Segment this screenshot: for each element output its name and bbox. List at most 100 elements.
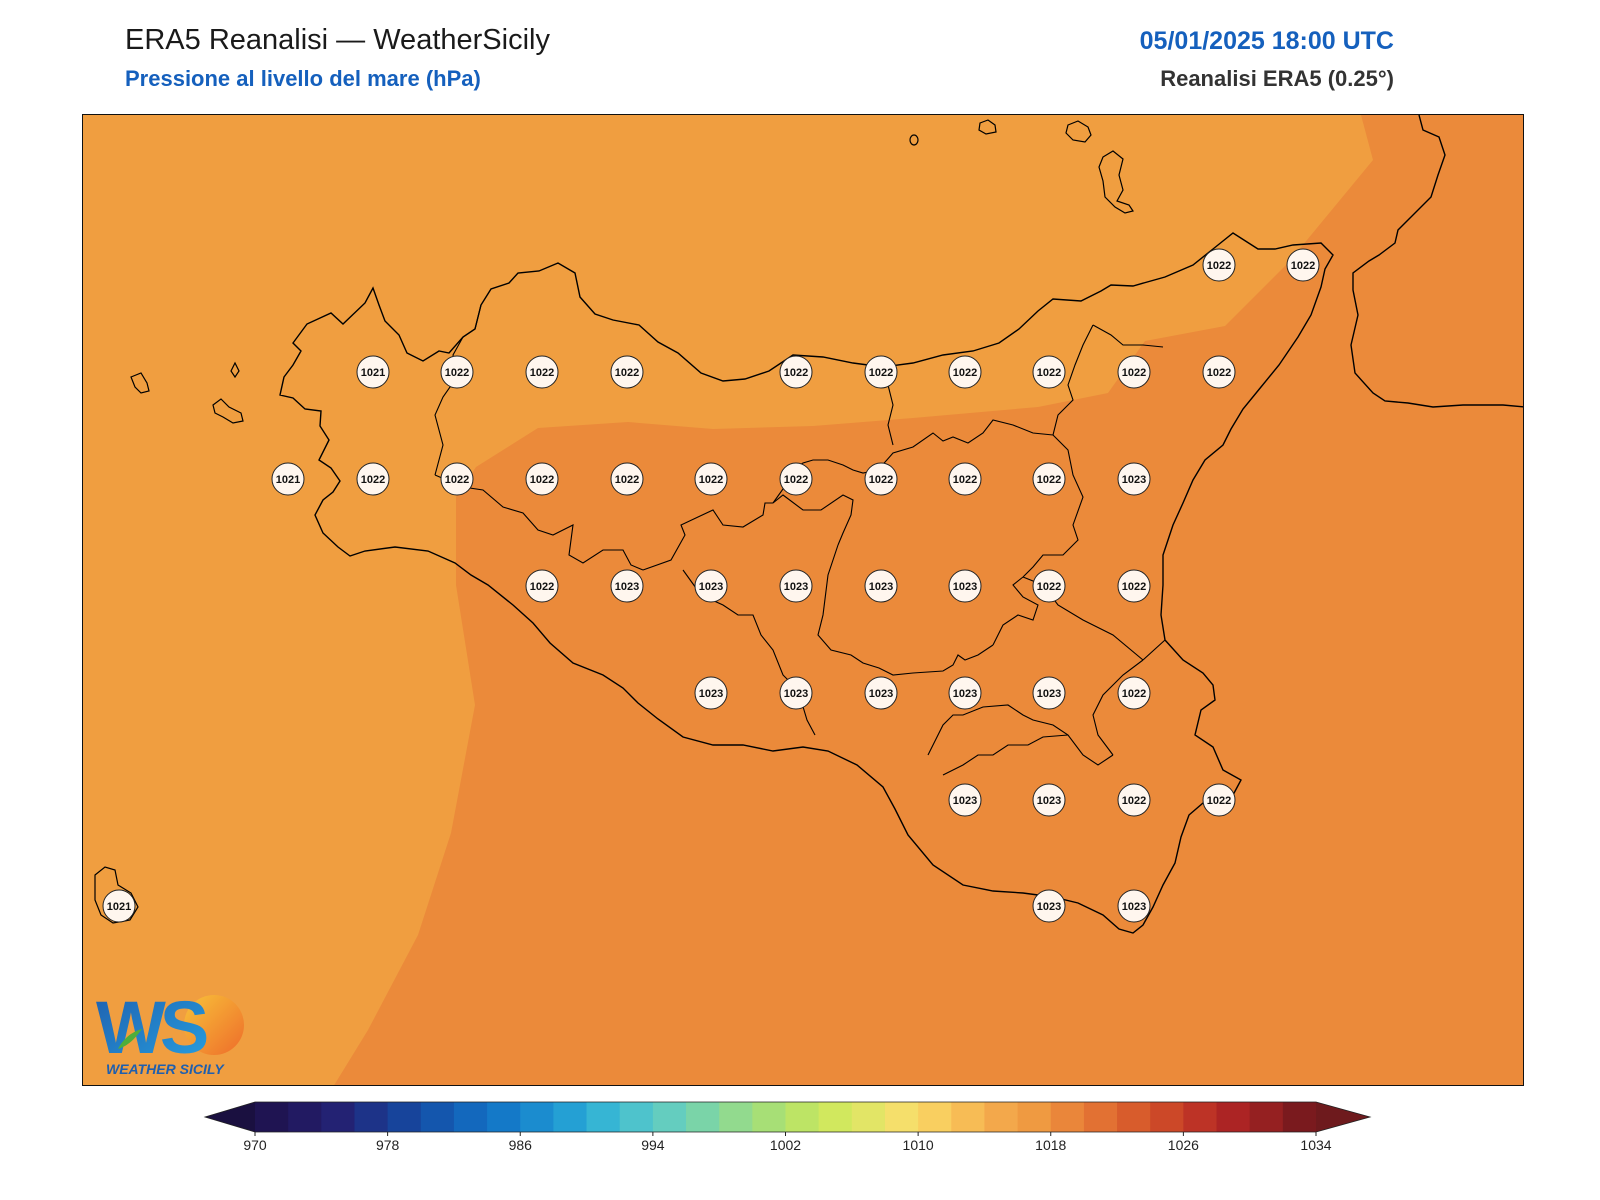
colorbar-cell xyxy=(1183,1102,1218,1132)
colorbar-cell xyxy=(420,1102,455,1132)
logo-graphic: WS WEATHER SICILY xyxy=(96,986,244,1077)
label-badge xyxy=(864,676,898,710)
colorbar-cell xyxy=(1282,1102,1317,1132)
label-value: 1023 xyxy=(1037,688,1061,700)
pressure-value-label: 1023 xyxy=(1117,462,1151,496)
label-value: 1023 xyxy=(1122,901,1146,913)
label-badge xyxy=(1286,248,1320,282)
pantelleria-island xyxy=(94,866,139,924)
colorbar-cell xyxy=(884,1102,919,1132)
pressure-value-label: 1022 xyxy=(1202,355,1236,389)
pressure-value-label: 1023 xyxy=(1032,676,1066,710)
colorbar-cell xyxy=(1050,1102,1085,1132)
colorbar-cell xyxy=(1017,1102,1052,1132)
label-value: 1022 xyxy=(445,474,469,486)
label-value: 1023 xyxy=(1037,901,1061,913)
colorbar-tick-label: 1034 xyxy=(1300,1137,1331,1153)
label-badge xyxy=(1032,889,1066,923)
label-value: 1022 xyxy=(530,474,554,486)
colorbar-cell xyxy=(619,1102,654,1132)
pressure-value-label: 1022 xyxy=(1032,462,1066,496)
colorbar-max-extension xyxy=(1316,1102,1370,1132)
label-badge xyxy=(694,569,728,603)
label-badge xyxy=(1117,569,1151,603)
map-canvas[interactable]: 1022 1022 1021 1022 1022 1022 1022 1022 1022 1022… xyxy=(83,115,1524,1086)
label-badge xyxy=(1117,355,1151,389)
logo-initials: WS xyxy=(96,986,207,1069)
label-badge xyxy=(440,462,474,496)
pressure-value-label: 1023 xyxy=(864,676,898,710)
label-badge xyxy=(610,355,644,389)
pressure-value-label: 1023 xyxy=(1032,889,1066,923)
sicily-coastline xyxy=(279,232,1334,934)
label-value: 1021 xyxy=(361,367,385,379)
label-value: 1023 xyxy=(1122,474,1146,486)
label-badge xyxy=(779,569,813,603)
colorbar-tick-label: 1026 xyxy=(1168,1137,1199,1153)
colorbar-cell xyxy=(553,1102,588,1132)
pressure-value-label: 1022 xyxy=(356,462,390,496)
pressure-value-label: 1023 xyxy=(694,569,728,603)
label-badge xyxy=(779,462,813,496)
label-value: 1022 xyxy=(1037,474,1061,486)
colorbar-cell xyxy=(818,1102,853,1132)
pressure-value-label: 1023 xyxy=(779,569,813,603)
pressure-value-label: 1022 xyxy=(1117,783,1151,817)
label-value: 1022 xyxy=(1037,367,1061,379)
label-badge xyxy=(610,462,644,496)
label-badge xyxy=(1117,462,1151,496)
label-value: 1021 xyxy=(276,474,300,486)
label-value: 1023 xyxy=(699,581,723,593)
label-badge xyxy=(102,889,136,923)
label-value: 1023 xyxy=(1037,795,1061,807)
weathersicily-logo: WS WEATHER SICILY xyxy=(96,983,256,1078)
label-value: 1022 xyxy=(1122,688,1146,700)
colorbar-tick-label: 978 xyxy=(376,1137,400,1153)
egadi-islands xyxy=(130,361,244,424)
pressure-value-label: 1023 xyxy=(948,783,982,817)
colorbar-cell xyxy=(851,1102,886,1132)
label-badge xyxy=(356,355,390,389)
valid-datetime: 05/01/2025 18:00 UTC xyxy=(1139,27,1394,55)
colorbar-ticks: 970 978 986 994 1002 1010 1018 1026 1034 xyxy=(243,1132,1332,1153)
label-value: 1022 xyxy=(1291,260,1315,272)
pressure-value-label: 1022 xyxy=(864,462,898,496)
label-value: 1022 xyxy=(361,474,385,486)
label-value: 1022 xyxy=(953,367,977,379)
pressure-value-label: 1023 xyxy=(610,569,644,603)
label-badge xyxy=(1202,248,1236,282)
colorbar-cell xyxy=(918,1102,952,1132)
label-value: 1022 xyxy=(1207,260,1231,272)
colorbar-cell xyxy=(487,1102,521,1132)
colorbar-cell xyxy=(785,1102,820,1132)
label-value: 1022 xyxy=(784,474,808,486)
pressure-value-label: 1022 xyxy=(1202,248,1236,282)
label-badge xyxy=(1032,569,1066,603)
label-badge xyxy=(271,462,305,496)
map-panel[interactable]: 1022 1022 1021 1022 1022 1022 1022 1022 1022 1022… xyxy=(82,114,1524,1086)
label-badge xyxy=(1032,355,1066,389)
pressure-value-label: 1022 xyxy=(610,355,644,389)
label-badge xyxy=(1202,783,1236,817)
label-badge xyxy=(1202,355,1236,389)
pressure-value-label: 1022 xyxy=(1117,569,1151,603)
colorbar-tick-label: 986 xyxy=(509,1137,533,1153)
pressure-value-label: 1023 xyxy=(948,676,982,710)
colorbar-cell xyxy=(1216,1102,1251,1132)
pressure-value-labels: 1022 1022 1021 1022 1022 1022 1022 1022 1022 1022… xyxy=(102,248,1320,923)
colorbar-cell xyxy=(1117,1102,1151,1132)
pressure-value-label: 1022 xyxy=(1032,355,1066,389)
label-value: 1022 xyxy=(1122,581,1146,593)
pressure-value-label: 1023 xyxy=(694,676,728,710)
leaf-icon xyxy=(118,1029,142,1049)
label-value: 1022 xyxy=(530,367,554,379)
label-value: 1022 xyxy=(615,367,639,379)
pressure-value-label: 1022 xyxy=(948,462,982,496)
colorbar-tick-label: 1002 xyxy=(770,1137,801,1153)
label-badge xyxy=(1117,889,1151,923)
pressure-value-label: 1022 xyxy=(1032,569,1066,603)
pressure-value-label: 1023 xyxy=(948,569,982,603)
colorbar-cell xyxy=(951,1102,986,1132)
colorbar-cells xyxy=(203,1101,1372,1133)
colorbar-cell xyxy=(453,1102,488,1132)
